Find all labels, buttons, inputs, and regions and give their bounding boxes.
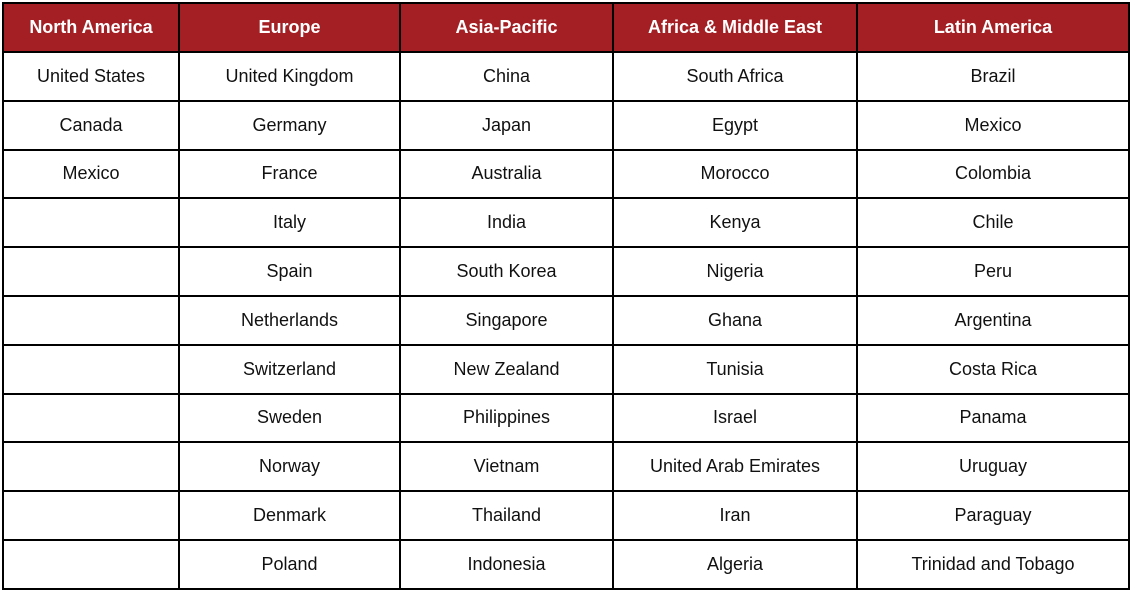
country-cell: Poland <box>178 538 401 590</box>
country-cell: Chile <box>856 197 1130 249</box>
country-cell: Denmark <box>178 490 401 541</box>
country-cell: Brazil <box>856 51 1130 102</box>
empty-cell <box>2 197 180 249</box>
country-cell: Netherlands <box>178 294 401 346</box>
country-cell: Iran <box>612 490 858 541</box>
country-cell: China <box>399 51 614 102</box>
country-cell: Uruguay <box>856 441 1130 493</box>
empty-cell <box>2 343 180 395</box>
table-row: United States United Kingdom China South Af… <box>2 51 1130 102</box>
empty-cell <box>2 441 180 493</box>
country-cell: United States <box>2 51 180 102</box>
country-cell: Costa Rica <box>856 343 1130 395</box>
country-cell: Egypt <box>612 99 858 151</box>
table-row: Sweden Philippines Israel Panama <box>2 392 1130 444</box>
country-cell: Ghana <box>612 294 858 346</box>
country-cell: Vietnam <box>399 441 614 493</box>
country-cell: Mexico <box>856 99 1130 151</box>
empty-cell <box>2 392 180 444</box>
country-cell: Mexico <box>2 148 180 200</box>
column-header: Latin America <box>856 2 1130 53</box>
country-cell: Nigeria <box>612 246 858 297</box>
country-cell: Paraguay <box>856 490 1130 541</box>
table-row: Mexico France Australia Morocco Colombia <box>2 148 1130 200</box>
country-cell: South Korea <box>399 246 614 297</box>
country-cell: Trinidad and Tobago <box>856 538 1130 590</box>
table-row: Switzerland New Zealand Tunisia Costa Rica <box>2 343 1130 395</box>
country-cell: Algeria <box>612 538 858 590</box>
country-cell: Thailand <box>399 490 614 541</box>
country-cell: Philippines <box>399 392 614 444</box>
country-cell: Israel <box>612 392 858 444</box>
header-row: North America Europe Asia-Pacific Africa & … <box>2 2 1130 53</box>
empty-cell <box>2 490 180 541</box>
country-cell: Singapore <box>399 294 614 346</box>
country-cell: Spain <box>178 246 401 297</box>
empty-cell <box>2 294 180 346</box>
country-cell: Tunisia <box>612 343 858 395</box>
country-cell: Germany <box>178 99 401 151</box>
country-cell: Panama <box>856 392 1130 444</box>
country-cell: Japan <box>399 99 614 151</box>
country-cell: United Arab Emirates <box>612 441 858 493</box>
column-header: Asia-Pacific <box>399 2 614 53</box>
country-cell: Morocco <box>612 148 858 200</box>
column-header: North America <box>2 2 180 53</box>
country-cell: Kenya <box>612 197 858 249</box>
column-header: Africa & Middle East <box>612 2 858 53</box>
empty-cell <box>2 246 180 297</box>
country-cell: Switzerland <box>178 343 401 395</box>
country-cell: Peru <box>856 246 1130 297</box>
table-row: Netherlands Singapore Ghana Argentina <box>2 294 1130 346</box>
country-cell: New Zealand <box>399 343 614 395</box>
country-cell: Australia <box>399 148 614 200</box>
country-cell: South Africa <box>612 51 858 102</box>
column-header: Europe <box>178 2 401 53</box>
empty-cell <box>2 538 180 590</box>
country-cell: Colombia <box>856 148 1130 200</box>
country-cell: France <box>178 148 401 200</box>
country-cell: Norway <box>178 441 401 493</box>
table-row: Spain South Korea Nigeria Peru <box>2 246 1130 297</box>
table-header: North America Europe Asia-Pacific Africa & … <box>2 2 1130 53</box>
table-row: Italy India Kenya Chile <box>2 197 1130 249</box>
country-cell: United Kingdom <box>178 51 401 102</box>
country-cell: Sweden <box>178 392 401 444</box>
country-cell: India <box>399 197 614 249</box>
country-cell: Canada <box>2 99 180 151</box>
country-cell: Italy <box>178 197 401 249</box>
country-cell: Argentina <box>856 294 1130 346</box>
table-body: United States United Kingdom China South Af… <box>2 51 1130 590</box>
table-row: Poland Indonesia Algeria Trinidad and Tobag… <box>2 538 1130 590</box>
table-row: Canada Germany Japan Egypt Mexico <box>2 99 1130 151</box>
country-cell: Indonesia <box>399 538 614 590</box>
table-row: Denmark Thailand Iran Paraguay <box>2 490 1130 541</box>
table-row: Norway Vietnam United Arab Emirates Uruguay <box>2 441 1130 493</box>
